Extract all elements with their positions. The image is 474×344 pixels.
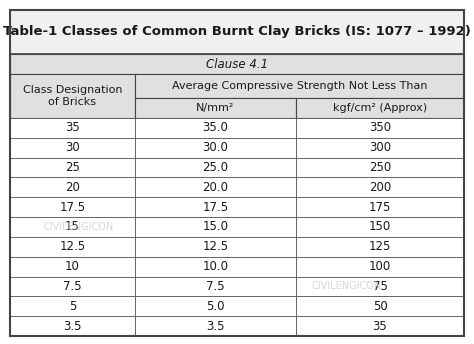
Bar <box>296 178 464 197</box>
Text: 35: 35 <box>65 121 80 135</box>
Text: 250: 250 <box>369 161 391 174</box>
Text: 7.5: 7.5 <box>206 280 225 293</box>
Bar <box>135 217 296 237</box>
Bar <box>135 257 296 277</box>
Text: 3.5: 3.5 <box>63 320 82 333</box>
Text: 75: 75 <box>373 280 387 293</box>
Bar <box>10 297 135 316</box>
Text: CIVILENGICON: CIVILENGICON <box>311 281 382 291</box>
Bar <box>135 98 296 118</box>
Text: kgf/cm² (Approx): kgf/cm² (Approx) <box>333 103 427 113</box>
Text: 150: 150 <box>369 221 391 234</box>
Text: 350: 350 <box>369 121 391 135</box>
Bar <box>10 138 135 158</box>
Text: 30: 30 <box>65 141 80 154</box>
Text: 12.5: 12.5 <box>59 240 85 253</box>
Bar <box>296 158 464 178</box>
Text: 15.0: 15.0 <box>202 221 228 234</box>
Bar <box>296 118 464 138</box>
Text: 17.5: 17.5 <box>59 201 85 214</box>
Bar <box>135 74 464 98</box>
Bar <box>10 316 135 336</box>
Bar <box>10 158 135 178</box>
Text: 3.5: 3.5 <box>206 320 225 333</box>
Bar <box>10 178 135 197</box>
Bar <box>296 257 464 277</box>
Bar <box>135 277 296 297</box>
Text: 25.0: 25.0 <box>202 161 228 174</box>
Text: 20: 20 <box>65 181 80 194</box>
Text: 25: 25 <box>65 161 80 174</box>
Text: 100: 100 <box>369 260 391 273</box>
Bar <box>135 297 296 316</box>
Text: Table-1 Classes of Common Burnt Clay Bricks (IS: 1077 – 1992): Table-1 Classes of Common Burnt Clay Bri… <box>3 25 471 39</box>
Text: CIVILENGICON: CIVILENGICON <box>44 222 114 232</box>
Bar <box>10 257 135 277</box>
Text: 30.0: 30.0 <box>202 141 228 154</box>
Text: 5: 5 <box>69 300 76 313</box>
Bar <box>296 297 464 316</box>
Bar <box>10 217 135 237</box>
Bar <box>296 237 464 257</box>
Bar <box>10 237 135 257</box>
Text: 175: 175 <box>369 201 391 214</box>
Bar <box>10 197 135 217</box>
Text: 10: 10 <box>65 260 80 273</box>
Text: 35: 35 <box>373 320 387 333</box>
Text: 125: 125 <box>369 240 391 253</box>
Bar <box>135 237 296 257</box>
Bar <box>296 138 464 158</box>
Bar <box>10 277 135 297</box>
Text: 50: 50 <box>373 300 387 313</box>
Text: 10.0: 10.0 <box>202 260 228 273</box>
Bar <box>135 316 296 336</box>
Bar <box>10 118 135 138</box>
Bar <box>135 118 296 138</box>
Text: N/mm²: N/mm² <box>196 103 235 113</box>
Text: Class Designation
of Bricks: Class Designation of Bricks <box>23 85 122 107</box>
Bar <box>10 10 464 54</box>
Text: 17.5: 17.5 <box>202 201 228 214</box>
Text: 12.5: 12.5 <box>202 240 228 253</box>
Bar <box>135 138 296 158</box>
Bar <box>296 316 464 336</box>
Bar <box>296 217 464 237</box>
Text: 7.5: 7.5 <box>63 280 82 293</box>
Text: 35.0: 35.0 <box>202 121 228 135</box>
Bar <box>135 158 296 178</box>
Bar <box>296 197 464 217</box>
Bar <box>135 197 296 217</box>
Bar <box>10 74 135 118</box>
Text: 300: 300 <box>369 141 391 154</box>
Text: 20.0: 20.0 <box>202 181 228 194</box>
Text: Clause 4.1: Clause 4.1 <box>206 57 268 71</box>
Bar <box>10 54 464 74</box>
Bar <box>296 277 464 297</box>
Text: 15: 15 <box>65 221 80 234</box>
Text: 5.0: 5.0 <box>206 300 225 313</box>
Text: 200: 200 <box>369 181 391 194</box>
Text: Average Compressive Strength Not Less Than: Average Compressive Strength Not Less Th… <box>172 81 427 91</box>
Bar <box>296 98 464 118</box>
Bar <box>135 178 296 197</box>
